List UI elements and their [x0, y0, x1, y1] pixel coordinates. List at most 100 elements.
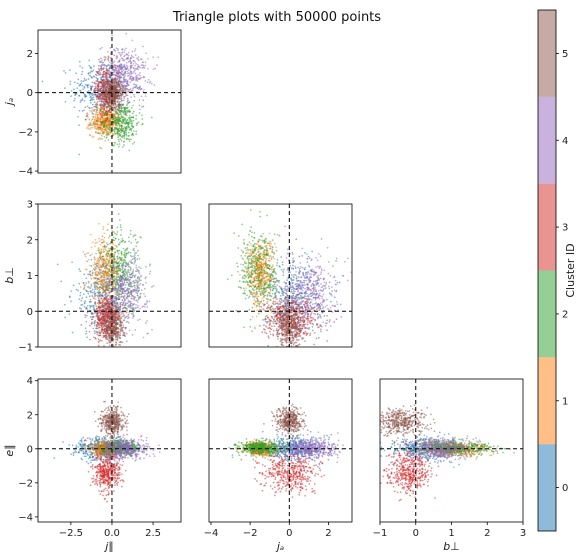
- data-point: [98, 126, 101, 128]
- data-point: [100, 284, 103, 286]
- data-point: [136, 282, 139, 284]
- data-point: [105, 276, 107, 279]
- data-point: [102, 75, 105, 78]
- data-point: [107, 333, 110, 336]
- data-point: [116, 71, 118, 73]
- data-point: [127, 236, 130, 239]
- data-point: [103, 245, 106, 247]
- data-point: [107, 124, 110, 127]
- data-point: [136, 304, 139, 307]
- data-point: [97, 295, 99, 298]
- data-point: [89, 305, 92, 307]
- data-point: [98, 315, 100, 317]
- data-point: [89, 99, 92, 102]
- data-point: [104, 102, 106, 105]
- data-point: [121, 124, 123, 127]
- data-point: [107, 58, 109, 60]
- data-point: [148, 272, 151, 275]
- data-point: [117, 138, 120, 141]
- data-point: [120, 97, 123, 99]
- data-point: [108, 107, 111, 110]
- data-point: [82, 293, 85, 296]
- data-point: [84, 253, 86, 256]
- data-point: [109, 265, 112, 268]
- data-point: [116, 311, 119, 314]
- data-point: [140, 95, 143, 98]
- data-point: [125, 87, 128, 90]
- data-point: [123, 126, 126, 128]
- data-point: [135, 289, 137, 292]
- data-point: [138, 278, 141, 281]
- data-point: [127, 99, 129, 102]
- data-point: [118, 279, 120, 282]
- data-point: [100, 147, 103, 150]
- data-point: [103, 116, 106, 118]
- scatter-points: [56, 213, 155, 353]
- data-point: [98, 301, 101, 303]
- cluster-1-points: [79, 222, 126, 330]
- data-point: [101, 238, 104, 241]
- data-point: [102, 61, 105, 64]
- data-point: [102, 100, 105, 103]
- data-point: [111, 321, 114, 324]
- data-point: [89, 71, 92, 74]
- data-point: [91, 94, 93, 97]
- data-point: [144, 64, 147, 67]
- y-tick-label: 2: [27, 49, 33, 60]
- data-point: [118, 292, 120, 295]
- data-point: [111, 349, 113, 351]
- data-point: [81, 297, 84, 299]
- data-point: [116, 132, 119, 134]
- data-point: [98, 351, 100, 353]
- data-point: [106, 314, 109, 316]
- data-point: [114, 301, 116, 303]
- data-point: [131, 258, 134, 260]
- data-point: [118, 60, 121, 63]
- data-point: [78, 109, 81, 112]
- data-point: [81, 303, 84, 306]
- data-point: [87, 286, 90, 289]
- data-point: [63, 70, 65, 72]
- data-point: [115, 280, 118, 283]
- data-point: [107, 284, 110, 286]
- data-point: [96, 98, 98, 100]
- data-point: [122, 324, 125, 326]
- data-point: [157, 56, 159, 59]
- data-point: [87, 124, 90, 127]
- data-point: [115, 112, 118, 115]
- data-point: [119, 134, 122, 137]
- data-point: [84, 94, 87, 96]
- data-point: [108, 340, 111, 343]
- data-point: [115, 322, 118, 324]
- data-point: [97, 129, 100, 131]
- data-point: [100, 297, 103, 300]
- data-point: [134, 67, 137, 70]
- data-point: [119, 267, 122, 270]
- data-point: [139, 307, 141, 310]
- data-point: [99, 120, 102, 123]
- data-point: [126, 75, 129, 77]
- data-point: [97, 303, 100, 306]
- data-point: [109, 279, 111, 282]
- data-point: [114, 115, 117, 118]
- data-point: [116, 272, 119, 275]
- data-point: [117, 61, 119, 63]
- data-point: [143, 76, 146, 79]
- data-point: [113, 106, 115, 109]
- data-point: [110, 64, 112, 67]
- data-point: [106, 318, 108, 321]
- data-point: [101, 124, 103, 127]
- data-point: [119, 138, 122, 140]
- data-point: [108, 133, 111, 136]
- data-point: [114, 121, 117, 124]
- data-point: [122, 73, 124, 76]
- data-point: [125, 58, 128, 60]
- data-point: [87, 78, 90, 80]
- data-point: [147, 78, 150, 81]
- data-point: [113, 49, 115, 51]
- data-point: [129, 90, 132, 93]
- data-point: [105, 292, 108, 294]
- data-point: [121, 88, 124, 91]
- data-point: [104, 334, 107, 337]
